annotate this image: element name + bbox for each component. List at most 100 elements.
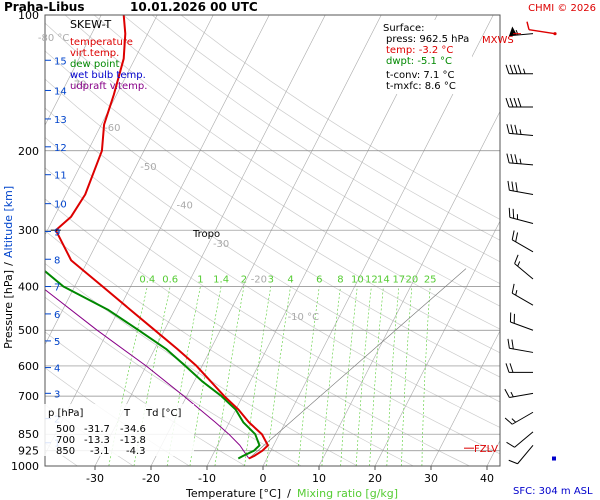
dry-adiabat (93, 15, 500, 285)
surface-tconv: t-conv: 7.1 °C (386, 70, 454, 81)
pressure-tick-label: 700 (18, 390, 39, 403)
table-cell: -13.3 (84, 435, 110, 446)
mxws-barb-flag (526, 21, 530, 30)
surface-tmxfc: t-mxfc: 8.6 °C (386, 81, 456, 92)
legend: SKEW-T temperature virt.temp. dew point … (70, 18, 147, 92)
mixing-ratio-label: 17 (392, 275, 405, 286)
wind-barb (504, 388, 534, 398)
pressure-tick-label: 925 (18, 445, 39, 458)
altitude-tick-label: 6 (54, 310, 60, 321)
wind-barb-flag (513, 313, 515, 324)
isotherm-label: -50 (140, 162, 156, 173)
profiles (45, 15, 269, 460)
mixing-ratio-label: 3 (268, 275, 274, 286)
pressure-tick-label: 400 (18, 281, 39, 294)
wind-barb (506, 124, 534, 136)
wind-barb (508, 207, 534, 225)
mixing-ratio-label: 1.4 (213, 275, 229, 286)
isotherm (318, 110, 500, 466)
mixing-ratio-label: 25 (424, 275, 437, 286)
legend-temperature: temperature (70, 37, 133, 48)
wind-barb-staff (510, 321, 534, 331)
temperature-tick-label: 0 (260, 472, 267, 485)
mixing-ratio-label: 2 (241, 275, 247, 286)
pressure-tick-label: 300 (18, 224, 39, 237)
altitude-tick-label: 8 (54, 255, 60, 266)
isotherm (45, 15, 270, 455)
mixing-ratio-label: 4 (287, 275, 293, 286)
table-cell: -13.8 (120, 435, 146, 446)
mxws-barb-staff (528, 28, 556, 35)
table-cell: -3.1 (90, 446, 110, 457)
wind-barb-flag (504, 388, 510, 398)
wind-barb-flag (511, 181, 514, 192)
temperature-tick-label: 10 (312, 472, 326, 485)
isotherm (150, 15, 382, 466)
altitude-tick-label: 11 (54, 171, 67, 182)
wind-barb (506, 431, 534, 448)
parcel-profile-line (45, 288, 250, 459)
table-cell: 500 (56, 424, 75, 435)
temperature-tick-label: -30 (86, 472, 104, 485)
wind-barb-staff (517, 445, 534, 465)
wind-barb-flag (515, 182, 518, 192)
wind-barb-half-flag (519, 129, 522, 135)
mixing-ratio-label: 10 (351, 275, 364, 286)
wind-barb-half-flag (516, 214, 519, 220)
temperature-tick-label: -10 (198, 472, 216, 485)
wind-barb (505, 97, 533, 108)
tropopause-label: Tropo (192, 229, 220, 240)
dry-adiabat (45, 78, 500, 378)
datetime: 10.01.2026 00 UTC (130, 0, 258, 14)
wind-barb-half-flag (523, 68, 526, 74)
wind-barb-half-flag (510, 391, 514, 398)
wind-barb-flag (509, 97, 514, 108)
wind-barb-flag (517, 64, 522, 74)
legend-title: SKEW-T (70, 18, 112, 31)
wind-barb-flag (505, 64, 510, 74)
wind-barb-flag (507, 338, 510, 349)
temperature-tick-label: 40 (480, 472, 494, 485)
pressure-tick-label: 850 (18, 428, 39, 441)
isotherm (374, 220, 500, 466)
wind-barb-flag (508, 207, 511, 218)
wind-barb-flag (510, 124, 514, 134)
axes: 1002003004005006007008509251000123456789… (11, 9, 501, 485)
temperature-profile-line (54, 15, 269, 460)
mixing-ratio-line (369, 286, 384, 466)
wind-barb-flag (511, 230, 515, 240)
wind-barb-flag (511, 339, 514, 350)
altitude-tick-label: 12 (54, 143, 67, 154)
wind-barb (505, 363, 533, 373)
wind-barb-flag (510, 153, 514, 164)
ylabel-altitude: Altitude [km] (2, 186, 15, 258)
isotherm-label: -70 (70, 80, 86, 91)
wind-barb (507, 338, 534, 353)
altitude-tick-label: 13 (54, 115, 67, 126)
mxws-barb (526, 21, 557, 36)
isotherm-label: -80 °C (38, 33, 70, 44)
wind-barb-half-flag (519, 158, 522, 164)
wind-barb (509, 312, 534, 331)
table-cell: 700 (56, 435, 75, 446)
background-grid (45, 15, 500, 466)
condensation-line (248, 268, 467, 459)
mxws-label: MXWS (482, 35, 514, 46)
wind-barb (514, 254, 534, 280)
dry-adiabat (122, 15, 500, 263)
mixing-ratio-label: 0.4 (139, 275, 155, 286)
table-cell: 850 (56, 446, 75, 457)
pressure-tick-label: 100 (18, 9, 39, 22)
wind-barb (507, 180, 534, 195)
wind-barb (506, 153, 534, 166)
wind-barb-half-flag (517, 261, 521, 267)
wind-barb-half-flag (515, 290, 518, 296)
pressure-tick-label: 500 (18, 324, 39, 337)
pressure-tick-label: 200 (18, 145, 39, 158)
mixing-ratio-label: 6 (316, 275, 322, 286)
altitude-tick-label: 9 (54, 227, 60, 238)
dry-adiabat (180, 15, 500, 220)
ylabel-separator: / (2, 262, 15, 266)
temperature-tick-label: -20 (142, 472, 160, 485)
wind-barb-flag (506, 441, 515, 448)
